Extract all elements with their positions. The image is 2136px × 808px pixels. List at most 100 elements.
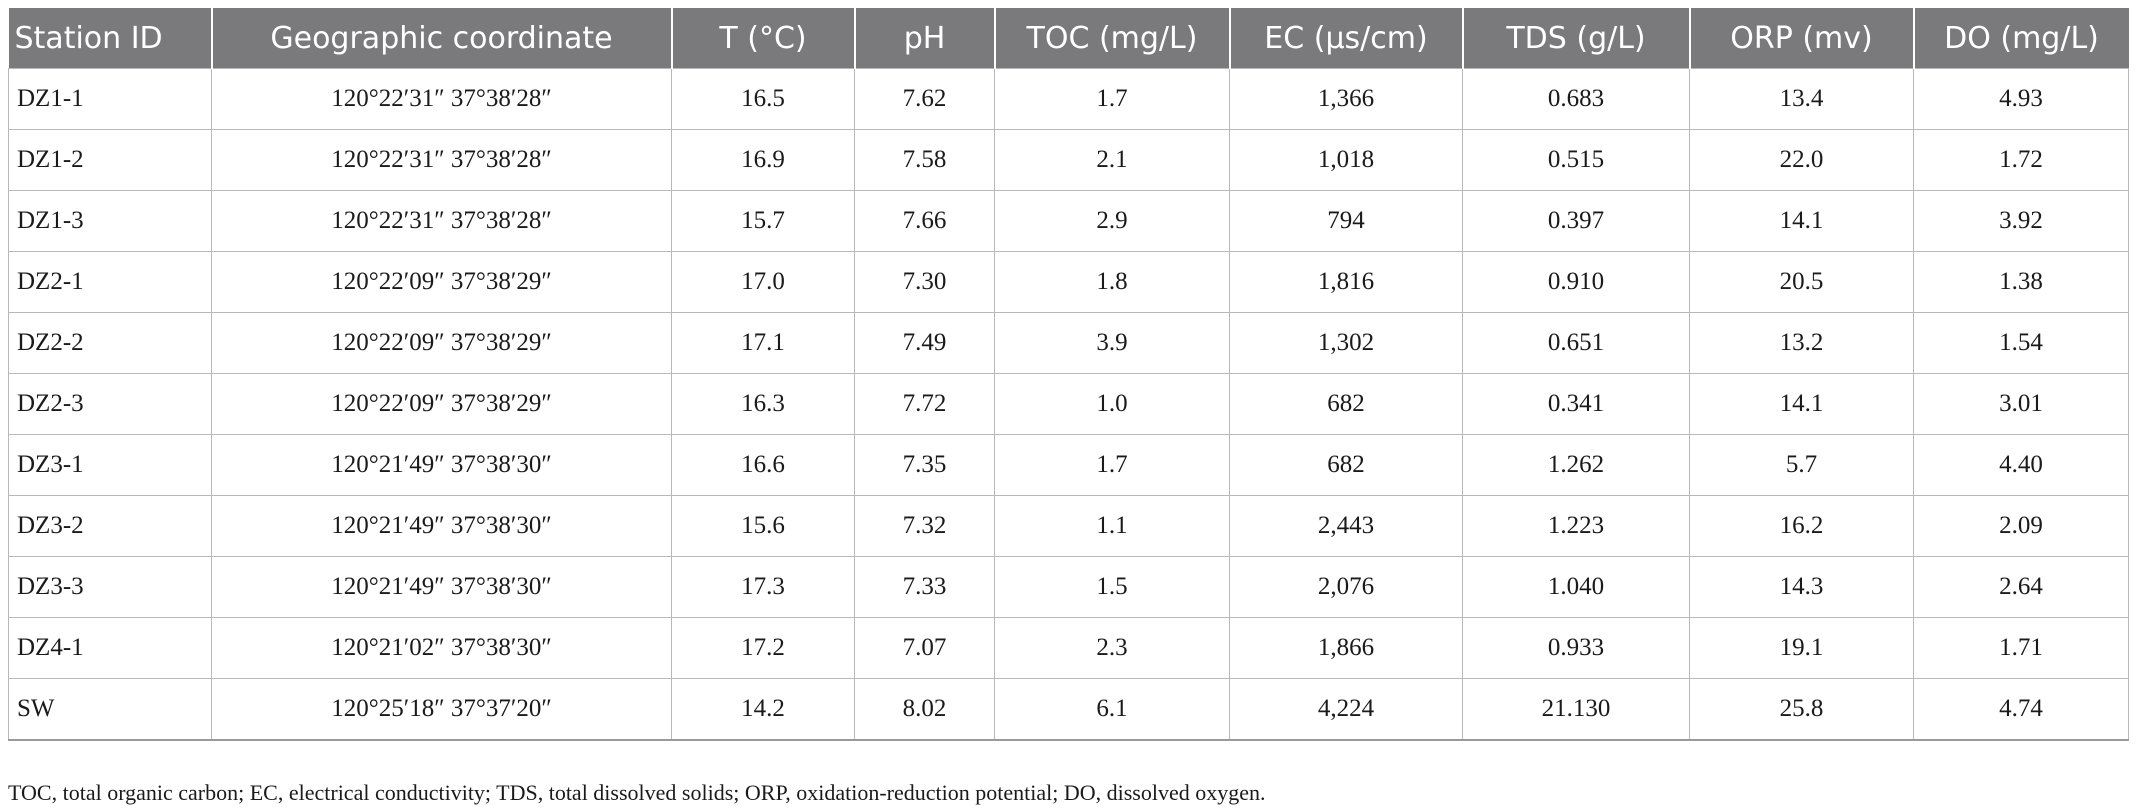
station-id-cell: DZ2-2 <box>8 312 212 374</box>
do-cell: 4.40 <box>1913 434 2129 496</box>
header-do: DO (mg/L) <box>1913 8 2129 69</box>
station-id-cell: DZ2-3 <box>8 373 212 435</box>
toc-cell: 1.1 <box>994 495 1230 557</box>
table-row: DZ2-3 120°22′09″ 37°38′29″ 16.3 7.72 1.0 682 0… <box>8 373 2129 435</box>
table-row: DZ2-2 120°22′09″ 37°38′29″ 17.1 7.49 3.9 1,30… <box>8 312 2129 374</box>
do-cell: 1.71 <box>1913 617 2129 679</box>
coordinate-cell: 120°22′31″ 37°38′28″ <box>211 129 672 191</box>
toc-cell: 1.7 <box>994 434 1230 496</box>
coordinate-cell: 120°21′49″ 37°38′30″ <box>211 434 672 496</box>
station-id-cell: DZ4-1 <box>8 617 212 679</box>
station-id-cell: DZ3-2 <box>8 495 212 557</box>
do-cell: 2.09 <box>1913 495 2129 557</box>
do-cell: 4.93 <box>1913 68 2129 130</box>
ph-cell: 7.49 <box>854 312 995 374</box>
ec-cell: 2,076 <box>1229 556 1463 618</box>
table-row: DZ4-1 120°21′02″ 37°38′30″ 17.2 7.07 2.3 1,86… <box>8 617 2129 679</box>
water-quality-table: Station ID Geographic coordinate T (°C) … <box>8 8 2129 741</box>
temperature-cell: 15.6 <box>671 495 855 557</box>
do-cell: 2.64 <box>1913 556 2129 618</box>
temperature-cell: 17.0 <box>671 251 855 313</box>
ec-cell: 794 <box>1229 190 1463 252</box>
coordinate-cell: 120°22′09″ 37°38′29″ <box>211 312 672 374</box>
do-cell: 3.01 <box>1913 373 2129 435</box>
coordinate-cell: 120°22′09″ 37°38′29″ <box>211 373 672 435</box>
do-cell: 4.74 <box>1913 678 2129 741</box>
station-id-cell: DZ1-3 <box>8 190 212 252</box>
ec-cell: 2,443 <box>1229 495 1463 557</box>
coordinate-cell: 120°22′31″ 37°38′28″ <box>211 68 672 130</box>
coordinate-cell: 120°25′18″ 37°37′20″ <box>211 678 672 741</box>
ph-cell: 7.07 <box>854 617 995 679</box>
header-ec: EC (μs/cm) <box>1229 8 1464 69</box>
header-temperature: T (°C) <box>671 8 856 69</box>
tds-cell: 0.651 <box>1462 312 1690 374</box>
ec-cell: 1,816 <box>1229 251 1463 313</box>
ph-cell: 7.32 <box>854 495 995 557</box>
toc-cell: 3.9 <box>994 312 1230 374</box>
temperature-cell: 17.3 <box>671 556 855 618</box>
tds-cell: 0.341 <box>1462 373 1690 435</box>
table-row: SW 120°25′18″ 37°37′20″ 14.2 8.02 6.1 4,224 21… <box>8 678 2129 741</box>
coordinate-cell: 120°21′02″ 37°38′30″ <box>211 617 672 679</box>
do-cell: 1.72 <box>1913 129 2129 191</box>
station-id-cell: DZ1-2 <box>8 129 212 191</box>
tds-cell: 21.130 <box>1462 678 1690 741</box>
tds-cell: 0.397 <box>1462 190 1690 252</box>
table-row: DZ1-2 120°22′31″ 37°38′28″ 16.9 7.58 2.1 1,01… <box>8 129 2129 191</box>
orp-cell: 19.1 <box>1689 617 1914 679</box>
toc-cell: 1.0 <box>994 373 1230 435</box>
table-row: DZ1-3 120°22′31″ 37°38′28″ 15.7 7.66 2.9 794 0… <box>8 190 2129 252</box>
table-row: DZ1-1 120°22′31″ 37°38′28″ 16.5 7.62 1.7 1,36… <box>8 68 2129 130</box>
ph-cell: 7.58 <box>854 129 995 191</box>
do-cell: 1.38 <box>1913 251 2129 313</box>
temperature-cell: 17.2 <box>671 617 855 679</box>
orp-cell: 14.3 <box>1689 556 1914 618</box>
table-row: DZ2-1 120°22′09″ 37°38′29″ 17.0 7.30 1.8 1,81… <box>8 251 2129 313</box>
ph-cell: 8.02 <box>854 678 995 741</box>
orp-cell: 14.1 <box>1689 373 1914 435</box>
header-geographic-coordinate: Geographic coordinate <box>211 8 673 69</box>
table-footnote: TOC, total organic carbon; EC, electrica… <box>8 780 1266 805</box>
header-toc: TOC (mg/L) <box>994 8 1231 69</box>
ec-cell: 1,302 <box>1229 312 1463 374</box>
ph-cell: 7.35 <box>854 434 995 496</box>
ph-cell: 7.72 <box>854 373 995 435</box>
toc-cell: 2.9 <box>994 190 1230 252</box>
header-ph: pH <box>854 8 996 69</box>
station-id-cell: DZ3-1 <box>8 434 212 496</box>
ec-cell: 682 <box>1229 434 1463 496</box>
station-id-cell: DZ3-3 <box>8 556 212 618</box>
ec-cell: 1,366 <box>1229 68 1463 130</box>
ec-cell: 4,224 <box>1229 678 1463 741</box>
table-container: Station ID Geographic coordinate T (°C) … <box>8 8 2129 805</box>
tds-cell: 0.910 <box>1462 251 1690 313</box>
ec-cell: 1,018 <box>1229 129 1463 191</box>
table-body: DZ1-1 120°22′31″ 37°38′28″ 16.5 7.62 1.7 1,36… <box>8 68 2129 741</box>
tds-cell: 1.223 <box>1462 495 1690 557</box>
orp-cell: 20.5 <box>1689 251 1914 313</box>
temperature-cell: 16.5 <box>671 68 855 130</box>
station-id-cell: SW <box>8 678 212 741</box>
orp-cell: 5.7 <box>1689 434 1914 496</box>
toc-cell: 1.5 <box>994 556 1230 618</box>
ec-cell: 682 <box>1229 373 1463 435</box>
orp-cell: 16.2 <box>1689 495 1914 557</box>
header-station-id: Station ID <box>8 8 213 69</box>
temperature-cell: 17.1 <box>671 312 855 374</box>
orp-cell: 14.1 <box>1689 190 1914 252</box>
table-row: DZ3-2 120°21′49″ 37°38′30″ 15.6 7.32 1.1 2,44… <box>8 495 2129 557</box>
table-row: DZ3-1 120°21′49″ 37°38′30″ 16.6 7.35 1.7 682 1… <box>8 434 2129 496</box>
temperature-cell: 14.2 <box>671 678 855 741</box>
orp-cell: 13.2 <box>1689 312 1914 374</box>
tds-cell: 0.933 <box>1462 617 1690 679</box>
header-orp: ORP (mv) <box>1689 8 1915 69</box>
orp-cell: 22.0 <box>1689 129 1914 191</box>
orp-cell: 13.4 <box>1689 68 1914 130</box>
toc-cell: 2.1 <box>994 129 1230 191</box>
coordinate-cell: 120°21′49″ 37°38′30″ <box>211 495 672 557</box>
toc-cell: 1.7 <box>994 68 1230 130</box>
toc-cell: 6.1 <box>994 678 1230 741</box>
table-row: DZ3-3 120°21′49″ 37°38′30″ 17.3 7.33 1.5 2,07… <box>8 556 2129 618</box>
coordinate-cell: 120°21′49″ 37°38′30″ <box>211 556 672 618</box>
